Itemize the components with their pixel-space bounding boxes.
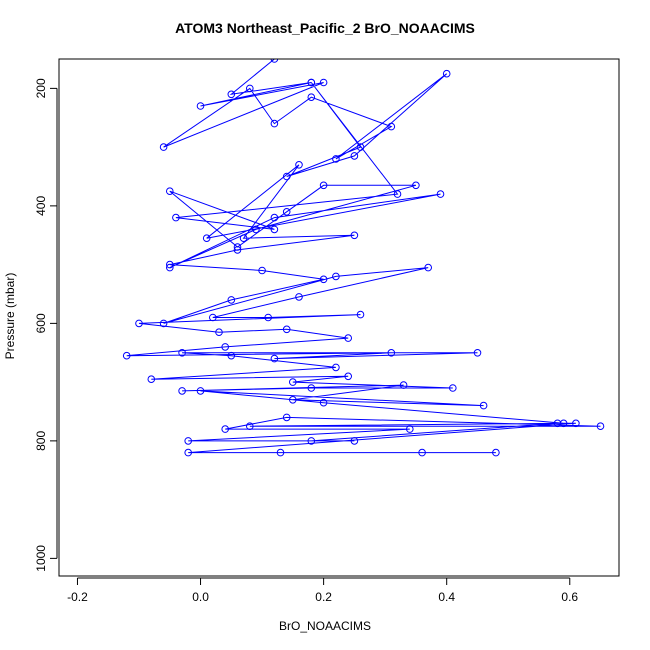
data-point — [289, 378, 297, 386]
x-tick-label: 0.4 — [438, 590, 455, 604]
data-point — [596, 422, 605, 431]
data-point — [479, 401, 488, 410]
data-point — [202, 234, 211, 242]
data-point — [406, 425, 414, 433]
data-point — [282, 208, 291, 216]
data-point — [289, 396, 297, 404]
data-point — [252, 225, 260, 234]
data-point — [399, 381, 408, 389]
chart-title: ATOM3 Northeast_Pacific_2 BrO_NOAACIMS — [175, 20, 475, 36]
data-point — [295, 161, 303, 169]
data-point — [344, 372, 353, 381]
y-tick-label: 1000 — [34, 545, 48, 572]
y-tick-label: 800 — [34, 431, 48, 451]
data-point — [233, 246, 242, 254]
data-point — [387, 122, 396, 131]
data-point — [418, 448, 426, 457]
data-point — [344, 334, 353, 342]
data-point — [307, 93, 316, 101]
data-point — [332, 155, 340, 163]
data-layer — [122, 59, 605, 457]
data-point — [553, 419, 562, 428]
data-point — [350, 437, 359, 445]
data-point — [307, 78, 316, 87]
data-point — [209, 313, 217, 322]
data-point — [559, 419, 568, 428]
x-tick-label: 0.6 — [561, 590, 578, 604]
data-point — [178, 349, 186, 357]
data-point — [332, 363, 340, 372]
data-point — [307, 437, 316, 445]
data-point — [221, 425, 229, 433]
data-point — [270, 225, 279, 234]
data-point — [196, 387, 205, 395]
data-point — [159, 319, 168, 328]
data-point — [319, 181, 328, 190]
y-tick-label: 600 — [34, 313, 48, 333]
data-point — [356, 310, 365, 319]
data-point — [215, 328, 223, 337]
data-point — [442, 69, 451, 78]
data-point — [295, 293, 303, 301]
y-tick-label: 200 — [34, 78, 48, 98]
data-point — [492, 448, 500, 457]
data-point — [356, 143, 365, 151]
data-point — [449, 384, 457, 392]
y-tick-label: 400 — [34, 196, 48, 216]
data-point — [166, 263, 174, 272]
data-point — [319, 78, 328, 87]
data-point — [122, 351, 131, 360]
data-point — [159, 143, 168, 151]
data-point — [572, 419, 580, 428]
data-point — [393, 190, 402, 198]
data-point — [436, 190, 445, 198]
data-point — [282, 325, 291, 334]
data-point — [166, 187, 174, 195]
data-point — [282, 413, 291, 422]
data-point — [350, 231, 359, 240]
axes-layer: -0.2 0.0 0.2 0.4 0.6 200 400 600 800 1000 — [34, 78, 578, 604]
data-point — [227, 296, 236, 304]
data-point — [184, 448, 192, 457]
data-point — [196, 102, 205, 110]
data-point — [246, 84, 254, 93]
data-point — [239, 234, 248, 242]
data-point — [258, 266, 266, 275]
data-point — [319, 275, 328, 284]
data-point — [178, 387, 186, 395]
data-point — [350, 152, 359, 160]
data-point — [172, 213, 180, 222]
data-point — [147, 375, 156, 384]
data-point — [221, 343, 229, 351]
series-line — [126, 59, 601, 454]
data-point — [135, 319, 143, 328]
data-point — [424, 263, 433, 272]
data-point — [166, 260, 174, 269]
data-point — [270, 213, 279, 222]
data-point — [227, 351, 236, 360]
x-tick-label: 0.2 — [315, 590, 332, 604]
data-point — [276, 448, 285, 457]
x-axis-label: BrO_NOAACIMS — [278, 619, 371, 633]
data-point — [319, 398, 328, 407]
x-tick-label: 0.0 — [192, 590, 209, 604]
data-point — [282, 172, 291, 181]
data-point — [473, 349, 482, 357]
data-point — [270, 354, 279, 363]
plot-frame — [58, 58, 620, 577]
data-point — [184, 437, 192, 445]
x-tick-label: -0.2 — [67, 590, 88, 604]
data-point — [332, 272, 340, 281]
data-point — [412, 181, 420, 190]
data-point — [270, 119, 279, 128]
data-point — [307, 384, 316, 392]
data-point — [233, 243, 242, 251]
data-point — [246, 422, 254, 431]
data-point — [264, 313, 273, 322]
data-point — [227, 90, 236, 99]
data-point — [387, 349, 396, 357]
